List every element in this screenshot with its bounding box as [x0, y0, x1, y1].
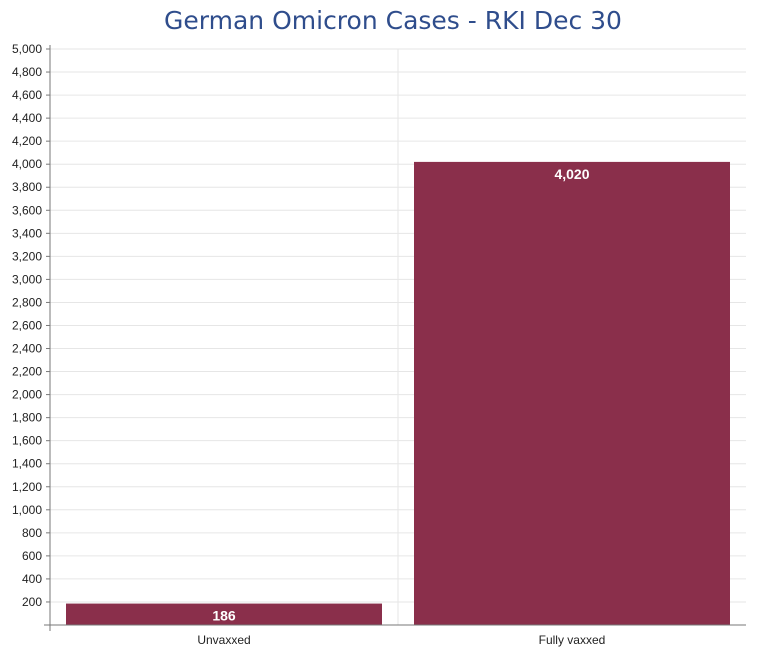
data-label: 4,020: [554, 166, 589, 182]
y-tick-label: 3,400: [12, 226, 42, 240]
y-tick-label: 2,200: [12, 365, 42, 379]
y-tick-label: 2,600: [12, 318, 42, 332]
x-tick-label: Unvaxxed: [197, 633, 250, 647]
y-tick-label: 2,000: [12, 388, 42, 402]
x-tick-label: Fully vaxxed: [539, 633, 606, 647]
y-tick-label: 4,600: [12, 88, 42, 102]
y-axis-ticks: 200 400 600 800 1,000 1,200 1,400 1,600 1,800 2,0…: [12, 42, 50, 609]
y-tick-label: 4,200: [12, 134, 42, 148]
y-tick-label: 3,200: [12, 249, 42, 263]
bar-unvaxxed: [66, 603, 382, 625]
y-tick-label: 4,800: [12, 65, 42, 79]
y-tick-label: 3,600: [12, 203, 42, 217]
y-tick-label: 1,200: [12, 480, 42, 494]
y-tick-label: 200: [22, 595, 42, 609]
y-tick-label: 1,600: [12, 434, 42, 448]
x-axis-ticks: Unvaxxed Fully vaxxed: [197, 633, 605, 647]
y-tick-label: 800: [22, 526, 42, 540]
y-tick-label: 1,800: [12, 411, 42, 425]
bar-fully-vaxxed: [414, 161, 730, 625]
y-tick-label: 3,800: [12, 180, 42, 194]
y-tick-label: 2,800: [12, 295, 42, 309]
chart-title: German Omicron Cases - RKI Dec 30: [164, 6, 622, 35]
y-tick-label: 4,400: [12, 111, 42, 125]
y-tick-label: 3,000: [12, 272, 42, 286]
y-tick-label: 600: [22, 549, 42, 563]
y-tick-label: 2,400: [12, 342, 42, 356]
y-tick-label: 4,000: [12, 157, 42, 171]
y-tick-label: 5,000: [12, 42, 42, 56]
y-tick-label: 1,400: [12, 457, 42, 471]
y-tick-label: 400: [22, 572, 42, 586]
y-tick-label: 1,000: [12, 503, 42, 517]
bars: 186 4,020: [66, 161, 730, 625]
data-label: 186: [212, 608, 236, 624]
